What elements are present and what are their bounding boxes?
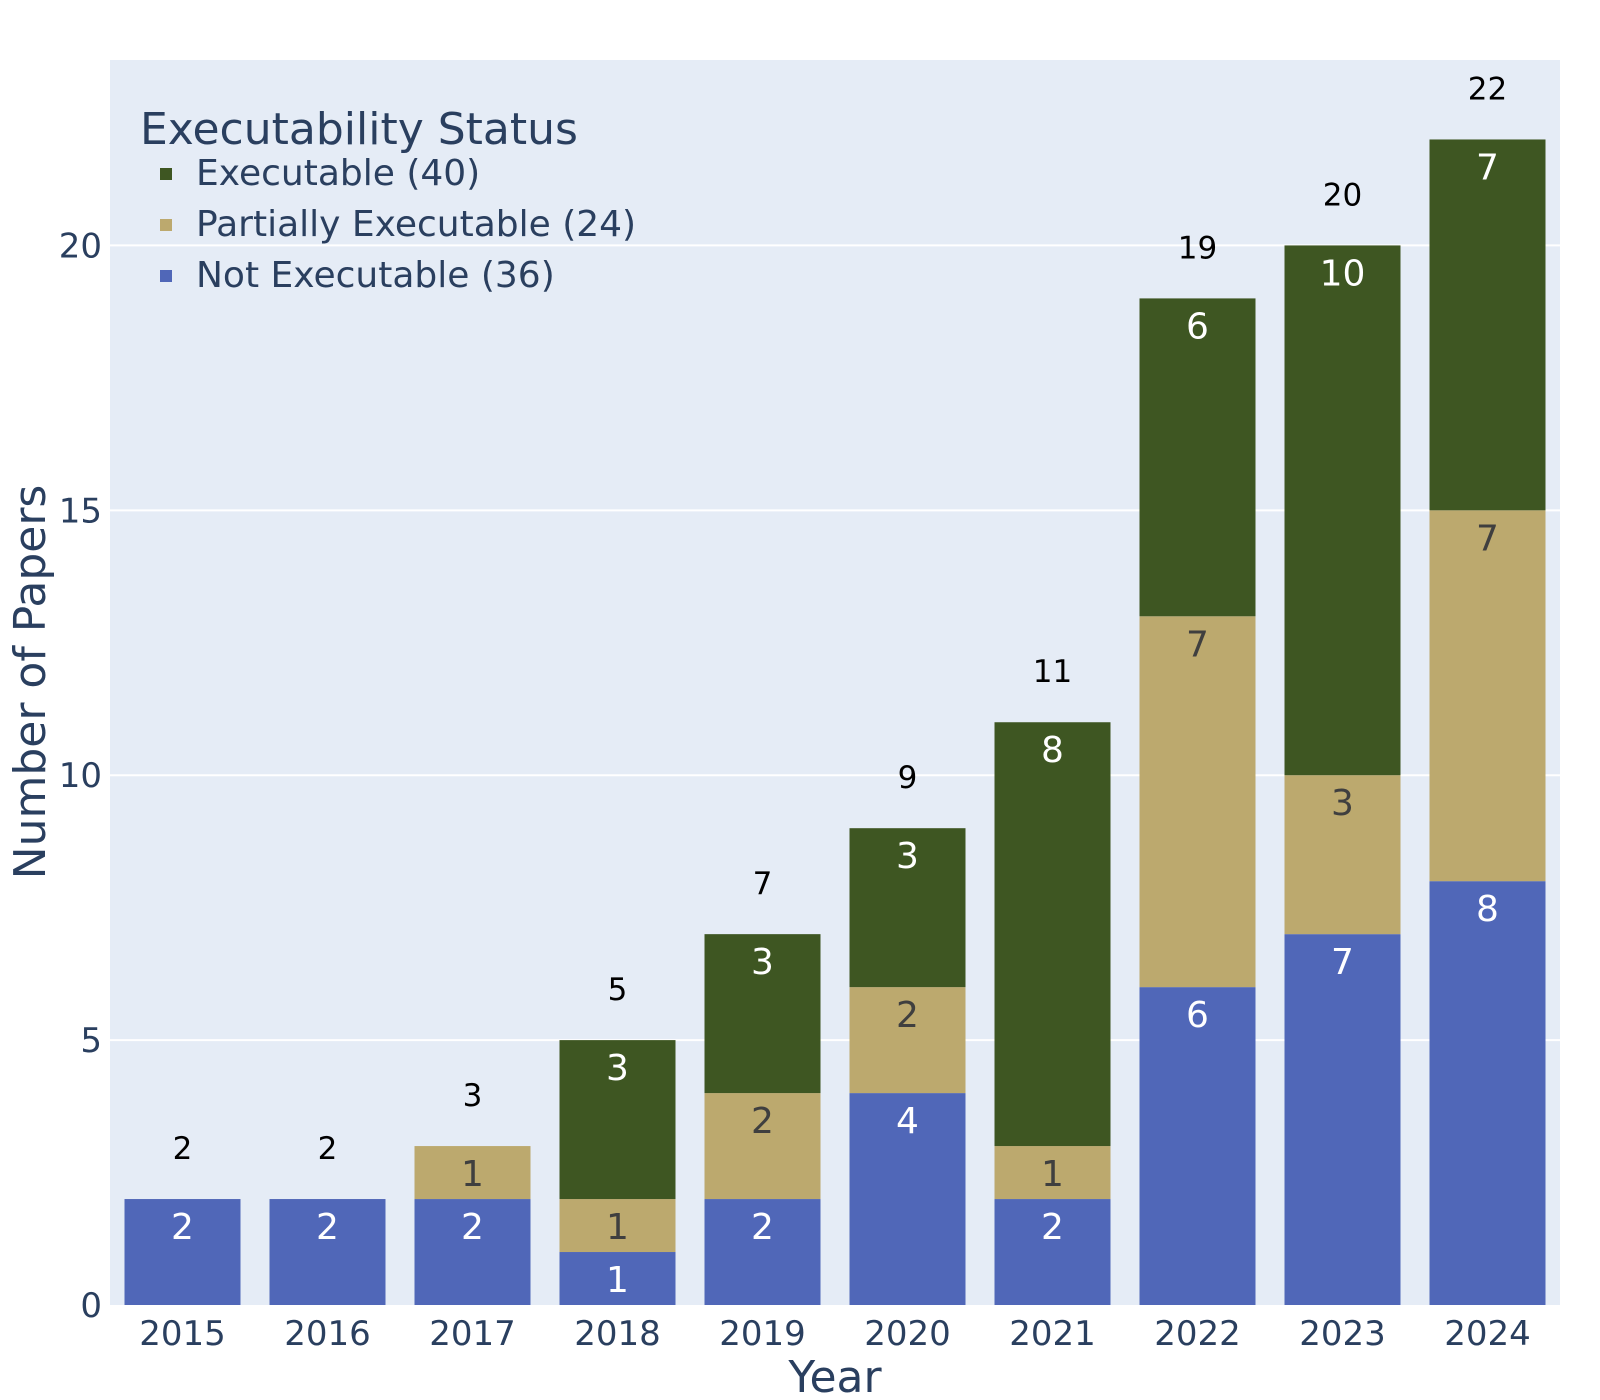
bar-segment[interactable] [1429, 139, 1546, 511]
x-tick-label: 2023 [1299, 1314, 1386, 1354]
total-value-label: 20 [1323, 177, 1362, 213]
segment-value-label: 2 [1041, 1207, 1064, 1248]
bar-segment[interactable] [269, 1199, 386, 1305]
bar-segment[interactable] [704, 1093, 821, 1200]
legend-swatch [160, 219, 172, 231]
total-value-label: 5 [608, 972, 628, 1008]
x-tick-label: 2019 [719, 1314, 806, 1354]
total-value-label: 2 [318, 1131, 338, 1167]
total-value-label: 22 [1468, 71, 1507, 107]
bar-segment[interactable] [1429, 510, 1546, 882]
y-axis-ticks: 0 5 10 15 20 [59, 226, 102, 1326]
segment-value-label: 1 [461, 1154, 484, 1195]
x-tick-label: 2022 [1154, 1314, 1241, 1354]
total-value-label: 7 [753, 866, 773, 902]
segment-value-label: 6 [1186, 995, 1209, 1036]
total-value-label: 2 [173, 1131, 193, 1167]
segment-value-label: 3 [606, 1048, 629, 1089]
legend-swatch [160, 168, 172, 180]
bar-segment[interactable] [559, 1252, 676, 1305]
legend[interactable]: Executability Status Executable (40) Part… [140, 104, 636, 296]
bar-segment[interactable] [414, 1146, 531, 1200]
total-value-label: 9 [898, 760, 918, 796]
x-tick-label: 2021 [1009, 1314, 1096, 1354]
bar-segment[interactable] [1139, 298, 1256, 617]
y-tick-label: 15 [59, 491, 102, 531]
segment-value-label: 6 [1186, 306, 1209, 347]
x-tick-label: 2016 [284, 1314, 371, 1354]
segment-value-label: 3 [896, 836, 919, 877]
bar-segment[interactable] [994, 1146, 1111, 1200]
segment-value-label: 8 [1476, 889, 1499, 930]
bar-segment[interactable] [994, 1199, 1111, 1305]
legend-item-label[interactable]: Partially Executable (24) [196, 204, 636, 245]
bar-segment[interactable] [704, 934, 821, 1094]
y-tick-label: 0 [80, 1286, 102, 1326]
y-tick-label: 10 [59, 756, 102, 796]
segment-value-label: 8 [1041, 730, 1064, 771]
segment-value-label: 1 [606, 1260, 629, 1301]
segment-value-label: 7 [1476, 518, 1499, 559]
x-tick-label: 2018 [574, 1314, 661, 1354]
segment-value-label: 2 [751, 1207, 774, 1248]
total-value-label: 11 [1033, 654, 1072, 690]
bar-segment[interactable] [1284, 245, 1401, 776]
bar-segment[interactable] [994, 722, 1111, 1147]
bar-segment[interactable] [559, 1199, 676, 1253]
total-value-label: 3 [463, 1078, 483, 1114]
bar-segment[interactable] [1284, 934, 1401, 1305]
x-tick-label: 2020 [864, 1314, 951, 1354]
segment-value-label: 2 [171, 1207, 194, 1248]
x-tick-label: 2024 [1444, 1314, 1531, 1354]
segment-value-label: 1 [1041, 1154, 1064, 1195]
y-axis-title: Number of Papers [5, 485, 56, 880]
segment-value-label: 2 [751, 1101, 774, 1142]
segment-value-label: 2 [896, 995, 919, 1036]
x-axis-title: Year [787, 1352, 882, 1400]
bar-segment[interactable] [849, 1093, 966, 1305]
segment-value-label: 7 [1186, 624, 1209, 665]
segment-value-label: 7 [1331, 942, 1354, 983]
bar-segment[interactable] [704, 1199, 821, 1305]
segment-value-label: 10 [1320, 253, 1366, 294]
segment-value-label: 2 [461, 1207, 484, 1248]
y-tick-label: 20 [59, 226, 102, 266]
x-axis-ticks: 2015 2016 2017 2018 2019 2020 2021 2022 2023 2024 [139, 1314, 1531, 1354]
bars [124, 139, 1546, 1305]
segment-value-label: 2 [316, 1207, 339, 1248]
bar-segment[interactable] [849, 828, 966, 988]
legend-item-label[interactable]: Executable (40) [196, 153, 480, 194]
legend-swatch [160, 270, 172, 282]
segment-value-label: 7 [1476, 147, 1499, 188]
bar-segment[interactable] [414, 1199, 531, 1305]
segment-value-label: 3 [1331, 783, 1354, 824]
segment-value-label: 3 [751, 942, 774, 983]
bar-segment[interactable] [1429, 881, 1546, 1305]
x-tick-label: 2017 [429, 1314, 516, 1354]
y-tick-label: 5 [80, 1021, 102, 1061]
legend-item-label[interactable]: Not Executable (36) [196, 255, 555, 296]
segment-value-label: 1 [606, 1207, 629, 1248]
bar-segment[interactable] [1139, 616, 1256, 988]
bar-segment[interactable] [849, 987, 966, 1094]
bar-segment[interactable] [1139, 987, 1256, 1305]
bar-segment[interactable] [1284, 775, 1401, 935]
x-tick-label: 2015 [139, 1314, 226, 1354]
bar-segment[interactable] [124, 1199, 241, 1305]
segment-value-label: 4 [896, 1101, 919, 1142]
legend-title: Executability Status [140, 104, 578, 155]
total-value-label: 19 [1178, 230, 1217, 266]
bar-segment[interactable] [559, 1040, 676, 1200]
